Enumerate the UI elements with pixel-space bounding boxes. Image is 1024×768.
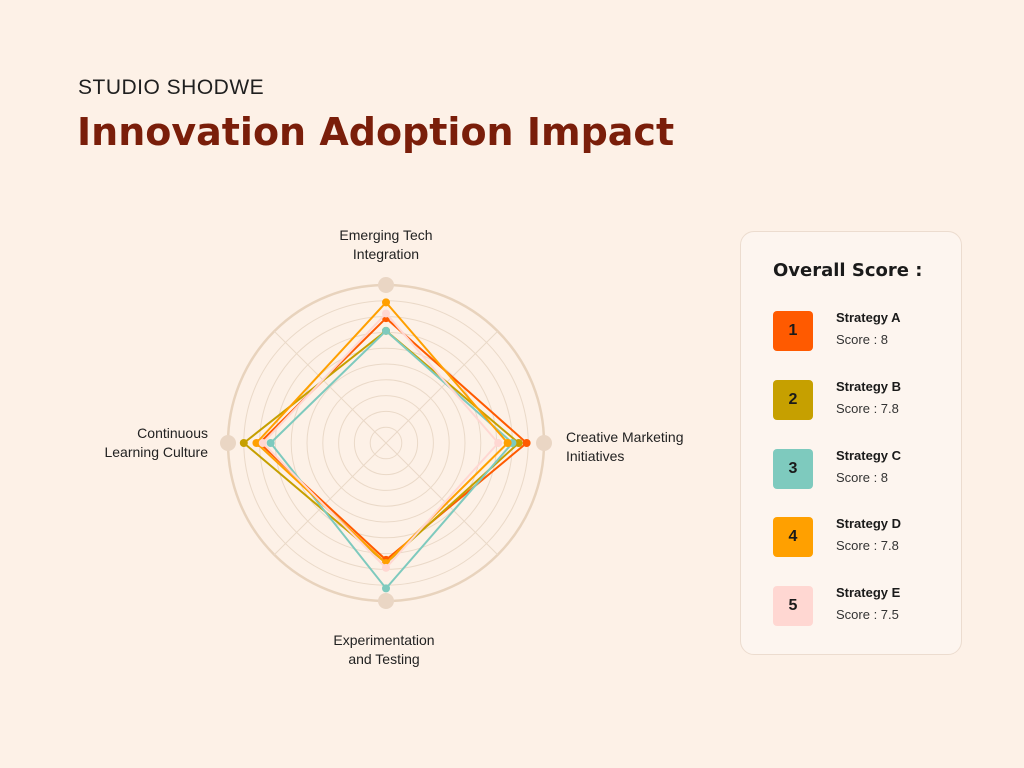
legend-item: 3 Strategy C Score : 8 — [773, 448, 953, 490]
legend-strategy-name: Strategy E — [836, 585, 901, 600]
data-point — [252, 439, 261, 447]
axis-end-marker — [378, 593, 394, 609]
data-point — [266, 439, 275, 447]
legend-title: Overall Score : — [773, 260, 923, 281]
legend-badge: 2 — [773, 380, 813, 420]
axis-label-line: and Testing — [348, 651, 420, 667]
legend-badge: 4 — [773, 517, 813, 557]
legend-strategy-name: Strategy C — [836, 448, 902, 463]
grid-spoke — [385, 330, 499, 444]
brand-name: STUDIO SHODWE — [78, 76, 265, 99]
legend-item: 4 Strategy D Score : 7.8 — [773, 516, 953, 558]
grid-ring — [306, 363, 466, 523]
grid-spoke — [273, 330, 387, 444]
axis-label-line: Experimentation — [333, 632, 435, 648]
series-strategy-e — [258, 309, 503, 572]
axis-label-line: Continuous — [137, 425, 208, 441]
data-point — [494, 439, 503, 447]
legend-strategy-score: Score : 7.8 — [836, 401, 899, 416]
grid-spoke — [273, 442, 387, 556]
axis-label-emerging-tech: Emerging Tech Integration — [296, 226, 476, 264]
series-line — [242, 329, 520, 565]
axis-label-line: Emerging Tech — [339, 227, 433, 243]
data-point — [382, 563, 390, 572]
axis-end-marker — [378, 277, 394, 293]
data-point — [239, 439, 248, 447]
series-line — [255, 301, 509, 565]
legend-strategy-name: Strategy D — [836, 516, 902, 531]
axis-label-experimentation: Experimentation and Testing — [294, 631, 474, 669]
legend-strategy-score: Score : 7.8 — [836, 538, 899, 553]
series-strategy-c — [266, 326, 517, 593]
series-strategy-a — [255, 314, 531, 564]
axis-label-line: Learning Culture — [104, 444, 208, 460]
legend-item: 5 Strategy E Score : 7.5 — [773, 585, 953, 627]
axis-end-marker — [536, 435, 552, 451]
series-line — [269, 329, 514, 590]
axis-label-creative-marketing: Creative Marketing Initiatives — [566, 428, 726, 466]
legend-item: 1 Strategy A Score : 8 — [773, 310, 953, 352]
axis-label-line: Integration — [352, 246, 420, 262]
grid-ring — [290, 347, 482, 539]
grid-spoke — [385, 442, 499, 556]
legend-item: 2 Strategy B Score : 7.8 — [773, 379, 953, 421]
data-point — [258, 439, 267, 447]
legend-badge: 1 — [773, 311, 813, 351]
legend-strategy-name: Strategy B — [836, 379, 902, 394]
series-line — [258, 317, 528, 561]
legend-badge: 3 — [773, 449, 813, 489]
axis-label-continuous-learning: Continuous Learning Culture — [48, 424, 208, 462]
grid-ring — [353, 410, 419, 476]
axis-label-line: Initiatives — [566, 448, 625, 464]
axis-end-marker — [220, 435, 236, 451]
legend-strategy-score: Score : 8 — [836, 332, 889, 347]
page-title: Innovation Adoption Impact — [77, 110, 675, 154]
data-point — [382, 584, 390, 593]
legend-strategy-score: Score : 8 — [836, 470, 889, 485]
data-point — [382, 298, 390, 307]
overall-score-panel: Overall Score : 1 Strategy A Score : 8 2… — [740, 231, 962, 655]
grid-ring — [369, 426, 403, 460]
legend-strategy-score: Score : 7.5 — [836, 607, 899, 622]
data-point — [503, 439, 512, 447]
grid-ring — [322, 379, 450, 507]
data-point — [514, 439, 523, 447]
legend-strategy-name: Strategy A — [836, 310, 901, 325]
data-point — [382, 326, 390, 335]
legend-badge: 5 — [773, 586, 813, 626]
grid-ring — [338, 395, 434, 491]
radar-series — [239, 298, 531, 593]
data-point — [522, 439, 531, 447]
axis-label-line: Creative Marketing — [566, 429, 684, 445]
data-point — [382, 309, 390, 318]
